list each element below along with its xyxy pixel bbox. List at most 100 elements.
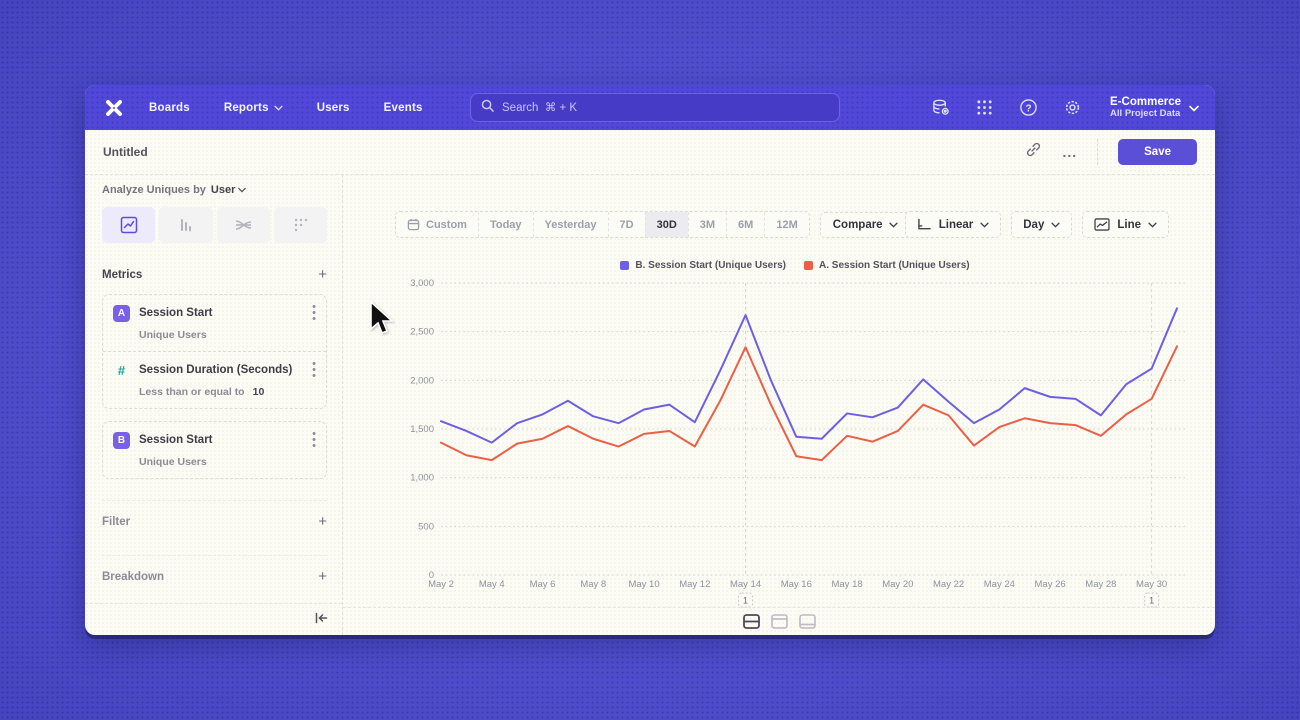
search-icon bbox=[481, 99, 494, 117]
range-button-7d[interactable]: 7D bbox=[607, 212, 645, 237]
sidebar-section-filter: Filter + bbox=[102, 500, 327, 534]
x-tick-label: May 14 bbox=[730, 579, 761, 590]
tab-bar-chart[interactable] bbox=[159, 207, 213, 243]
y-tick-label: 2,000 bbox=[410, 375, 434, 386]
layout-bottom-bar-icon[interactable] bbox=[798, 614, 816, 629]
series-line-0[interactable] bbox=[440, 307, 1178, 444]
app-window: Boards Reports Users Events ? bbox=[85, 85, 1215, 635]
chevron-down-icon bbox=[1148, 222, 1157, 228]
add-filter-button[interactable]: + bbox=[318, 513, 327, 531]
metric-cards: A Session Start • • • Unique Users # Session Du… bbox=[102, 294, 327, 480]
line-chart-icon bbox=[120, 216, 137, 234]
chevron-down-icon bbox=[1051, 222, 1060, 228]
metric-card-A[interactable]: A Session Start • • • Unique Users bbox=[103, 295, 326, 351]
project-selector[interactable]: E-Commerce All Project Data bbox=[1110, 96, 1199, 119]
layout-split-middle-icon[interactable] bbox=[742, 614, 760, 629]
help-icon[interactable]: ? bbox=[1018, 98, 1038, 118]
report-title[interactable]: Untitled bbox=[103, 145, 148, 159]
chart-panel: Custom Today Yesterday 7D 30D 3M 6M 12M Compare… bbox=[343, 175, 1215, 635]
x-tick-label: May 4 bbox=[479, 579, 505, 590]
range-button-6m[interactable]: 6M bbox=[726, 212, 764, 237]
legend-swatch bbox=[804, 261, 813, 270]
metric-kebab-menu[interactable]: • • • bbox=[312, 358, 316, 383]
collapse-sidebar-icon[interactable] bbox=[314, 611, 328, 629]
metric-badge: B bbox=[113, 431, 130, 449]
metric-subtitle: Unique Users bbox=[139, 329, 207, 342]
add-metric-button[interactable]: + bbox=[318, 266, 327, 283]
apps-grid-icon[interactable] bbox=[974, 98, 994, 118]
annotation-badge-label: 1 bbox=[1149, 596, 1154, 606]
x-tick-label: May 18 bbox=[831, 579, 862, 590]
range-button-custom[interactable]: Custom bbox=[396, 212, 478, 237]
add-breakdown-button[interactable]: + bbox=[318, 568, 327, 586]
sidebar-sections: Filter + Breakdown + bbox=[102, 500, 327, 589]
settings-gear-icon[interactable] bbox=[1062, 98, 1082, 118]
compare-dropdown[interactable]: Compare bbox=[819, 211, 911, 238]
share-link-icon[interactable] bbox=[1025, 141, 1042, 163]
section-label: Breakdown bbox=[102, 570, 164, 583]
range-button-yesterday[interactable]: Yesterday bbox=[532, 212, 608, 237]
bar-chart-icon bbox=[180, 219, 191, 232]
scale-dropdown[interactable]: Linear bbox=[904, 211, 1002, 238]
nav-item-events[interactable]: Events bbox=[383, 101, 423, 114]
metric-kebab-menu[interactable]: • • • bbox=[312, 301, 316, 326]
range-button-3m[interactable]: 3M bbox=[687, 212, 726, 237]
chart-type-dropdown[interactable]: Line bbox=[1082, 211, 1169, 238]
dots-metric-icon bbox=[294, 218, 308, 231]
range-button-12m[interactable]: 12M bbox=[764, 212, 808, 237]
x-tick-label: May 28 bbox=[1085, 579, 1116, 590]
divider bbox=[1097, 139, 1099, 165]
analyze-by-dropdown[interactable]: User bbox=[211, 184, 247, 196]
range-button-today[interactable]: Today bbox=[477, 212, 533, 237]
x-tick-label: May 10 bbox=[628, 579, 659, 590]
x-tick-label: May 16 bbox=[781, 579, 812, 590]
x-tick-label: May 24 bbox=[984, 579, 1015, 590]
x-tick-label: May 8 bbox=[580, 579, 606, 590]
x-tick-label: May 26 bbox=[1035, 579, 1066, 590]
search-bar[interactable] bbox=[470, 93, 840, 122]
x-tick-label: May 12 bbox=[679, 579, 710, 590]
legend-item-0[interactable]: B. Session Start (Unique Users) bbox=[620, 260, 786, 271]
metric-kebab-menu[interactable]: • • • bbox=[312, 428, 316, 453]
legend-item-1[interactable]: A. Session Start (Unique Users) bbox=[804, 260, 970, 271]
nav-item-reports[interactable]: Reports bbox=[224, 102, 283, 114]
nav-item-boards[interactable]: Boards bbox=[149, 101, 190, 114]
series-line-1[interactable] bbox=[440, 345, 1178, 462]
more-options-button[interactable]: ... bbox=[1062, 144, 1078, 160]
line-chart[interactable]: 0 500 1,000 1,500 2,000 2,500 3,000 1 1 May 2 May … bbox=[395, 273, 1215, 622]
metric-title: Session Duration (Seconds) bbox=[139, 364, 293, 377]
metric-card-group: A Session Start • • • Unique Users # Session Du… bbox=[102, 294, 327, 410]
view-controls: Linear Day Line bbox=[904, 211, 1169, 238]
query-builder-sidebar: Analyze Uniques by User bbox=[85, 175, 343, 635]
range-button-30d[interactable]: 30D bbox=[644, 212, 688, 237]
mixpanel-logo-icon[interactable] bbox=[101, 95, 127, 121]
top-navbar: Boards Reports Users Events ? bbox=[85, 85, 1215, 130]
metrics-section-title: Metrics bbox=[102, 268, 143, 281]
save-button[interactable]: Save bbox=[1118, 139, 1197, 165]
layout-top-bar-icon[interactable] bbox=[770, 614, 788, 629]
chart-legend: B. Session Start (Unique Users) A. Sessio… bbox=[395, 260, 1195, 271]
metric-card-#[interactable]: # Session Duration (Seconds) • • • Less than … bbox=[103, 351, 326, 408]
data-management-icon[interactable] bbox=[930, 98, 950, 118]
y-tick-label: 500 bbox=[418, 521, 434, 532]
date-range-toolbar: Custom Today Yesterday 7D 30D 3M 6M 12M Compare bbox=[395, 211, 1215, 238]
metric-card-B[interactable]: B Session Start • • • Unique Users bbox=[103, 422, 326, 478]
chevron-down-icon bbox=[1189, 99, 1199, 117]
sidebar-section-breakdown: Breakdown + bbox=[102, 555, 327, 589]
project-name: E-Commerce bbox=[1110, 96, 1181, 108]
date-range-segmented: Custom Today Yesterday 7D 30D 3M 6M 12M bbox=[395, 211, 810, 238]
x-tick-label: May 20 bbox=[882, 579, 913, 590]
search-input[interactable] bbox=[502, 101, 829, 114]
nav-item-users[interactable]: Users bbox=[316, 101, 350, 114]
metric-subtitle: Unique Users bbox=[139, 456, 207, 469]
interval-dropdown[interactable]: Day bbox=[1011, 211, 1073, 238]
tab-flows[interactable] bbox=[216, 207, 270, 243]
nav-menu: Boards Reports Users Events bbox=[149, 102, 423, 114]
y-tick-label: 1,000 bbox=[410, 473, 434, 484]
calendar-icon bbox=[407, 218, 420, 231]
y-tick-label: 1,500 bbox=[410, 424, 434, 435]
x-tick-label: May 2 bbox=[428, 579, 454, 590]
tab-insights-line[interactable] bbox=[102, 207, 156, 243]
metric-subtitle: Less than or equal to 10 bbox=[139, 386, 265, 399]
tab-retention[interactable] bbox=[273, 207, 327, 243]
